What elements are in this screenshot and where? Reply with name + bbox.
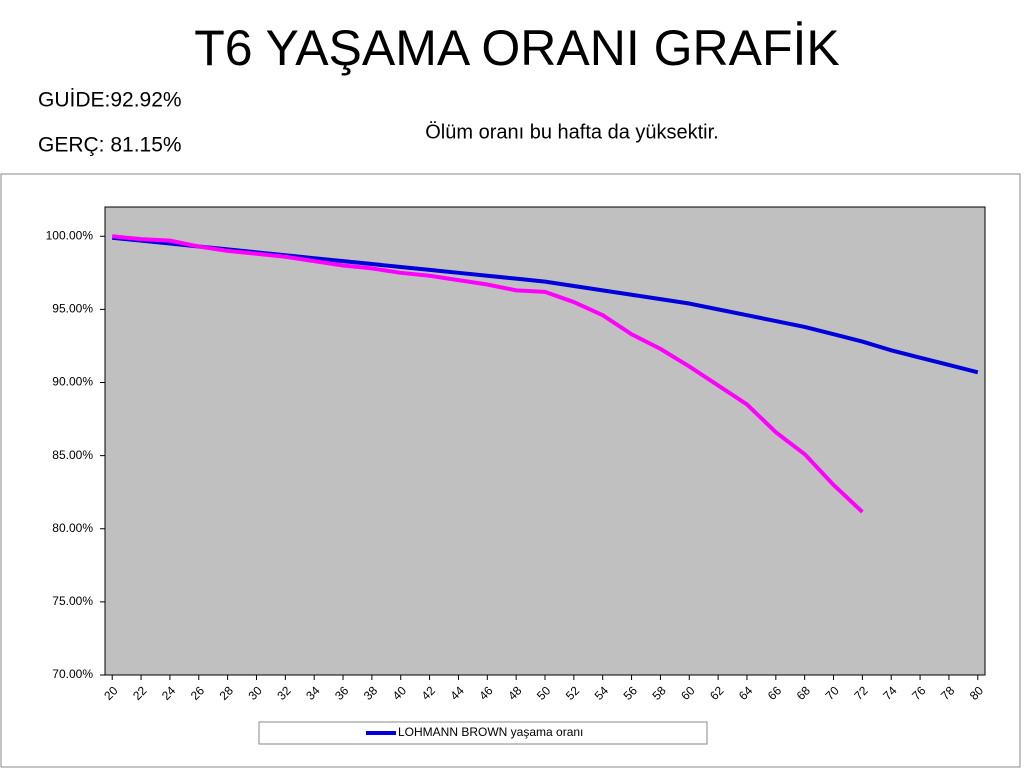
annotation: GUİDE:92.92% xyxy=(38,89,182,112)
series-line xyxy=(112,234,864,514)
legend-box xyxy=(258,721,708,745)
y-tick-label: 100.00% xyxy=(46,228,94,242)
y-tick-label: 75.00% xyxy=(52,594,93,608)
legend-label: LOHMANN BROWN yaşama oranı xyxy=(398,725,583,739)
y-tick-label: 70.00% xyxy=(52,667,93,681)
y-tick-label: 80.00% xyxy=(52,521,93,535)
plot-background xyxy=(104,206,986,676)
slide-title: T6 YAŞAMA ORANI GRAFİK xyxy=(194,20,840,76)
annotation: GERÇ: 81.15% xyxy=(38,134,182,157)
y-tick-label: 90.00% xyxy=(52,375,93,389)
y-tick-label: 95.00% xyxy=(52,302,93,316)
annotation: Ölüm oranı bu hafta da yüksektir. xyxy=(425,121,719,143)
y-tick-label: 85.00% xyxy=(52,448,93,462)
